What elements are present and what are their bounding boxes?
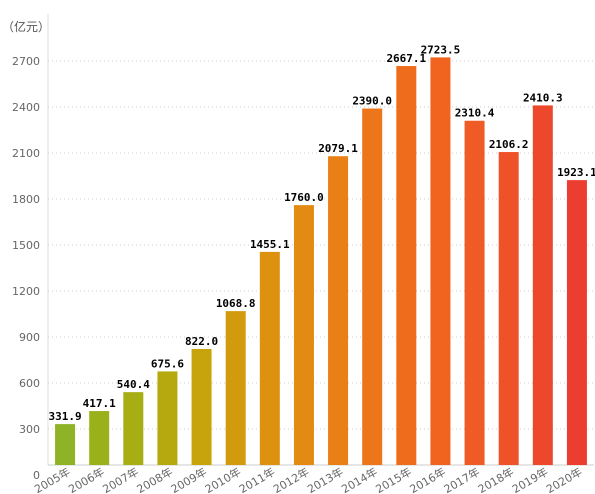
bar [123,392,144,465]
y-tick-label: 900 [19,331,40,344]
data-label: 675.6 [151,357,184,370]
y-tick-label: 300 [19,423,40,436]
data-label: 1455.1 [250,238,290,251]
x-tick-label: 2020年 [544,464,585,494]
data-label: 2390.0 [352,95,392,108]
x-tick-label: 2011年 [237,464,278,494]
x-tick-label: 2017年 [441,464,482,494]
y-tick-label: 0 [33,469,40,482]
bar [328,156,349,466]
y-tick-label: 1200 [12,285,40,298]
x-tick-label: 2010年 [202,464,243,494]
x-tick-label: 2016年 [407,464,448,494]
data-label: 2106.2 [489,138,529,151]
x-tick-label: 2014年 [339,464,380,494]
bar [55,424,76,465]
bar [498,152,519,466]
x-tick-label: 2007年 [100,464,141,494]
bar [532,105,553,466]
y-tick-label: 600 [19,377,40,390]
bar [259,251,280,465]
data-label: 417.1 [83,397,116,410]
y-tick-label: 2700 [12,55,40,68]
bar [191,348,212,465]
y-tick-label: 2100 [12,147,40,160]
bar [566,180,587,465]
bar [396,66,417,465]
data-label: 1923.1 [557,166,595,179]
data-label: 2410.3 [523,91,563,104]
x-tick-label: 2018年 [475,464,516,494]
bar [293,205,314,465]
y-axis-unit-label: （亿元） [2,19,50,34]
y-tick-label: 2400 [12,101,40,114]
data-label: 2667.1 [386,52,426,65]
y-tick-label: 1800 [12,193,40,206]
bar [430,57,451,465]
y-axis-ticks: 0 300 600 900 1200 1500 1800 2100 2400 2700 [12,55,40,482]
x-tick-label: 2019年 [510,464,551,494]
x-tick-label: 2012年 [271,464,312,494]
data-label: 2723.5 [421,43,461,56]
data-label: 1068.8 [216,297,256,310]
y-tick-label: 1500 [12,239,40,252]
bar [225,311,246,465]
x-tick-label: 2013年 [305,464,346,494]
x-tick-label: 2008年 [134,464,175,494]
data-label: 2079.1 [318,142,358,155]
data-label: 331.9 [49,410,82,423]
x-tick-label: 2015年 [373,464,414,494]
data-label: 540.4 [117,378,150,391]
bars [55,57,587,466]
bar [464,120,485,465]
bar [362,108,383,466]
x-tick-label: 2009年 [168,464,209,494]
x-tick-label: 2006年 [66,464,107,494]
bar [89,411,110,465]
data-label: 2310.4 [455,107,495,120]
data-label: 822.0 [185,335,218,348]
data-label: 1760.0 [284,191,324,204]
grid-lines [48,60,594,430]
x-axis-ticks: 2005年2006年2007年2008年2009年2010年2011年2012年… [32,464,585,494]
bar [157,371,178,465]
